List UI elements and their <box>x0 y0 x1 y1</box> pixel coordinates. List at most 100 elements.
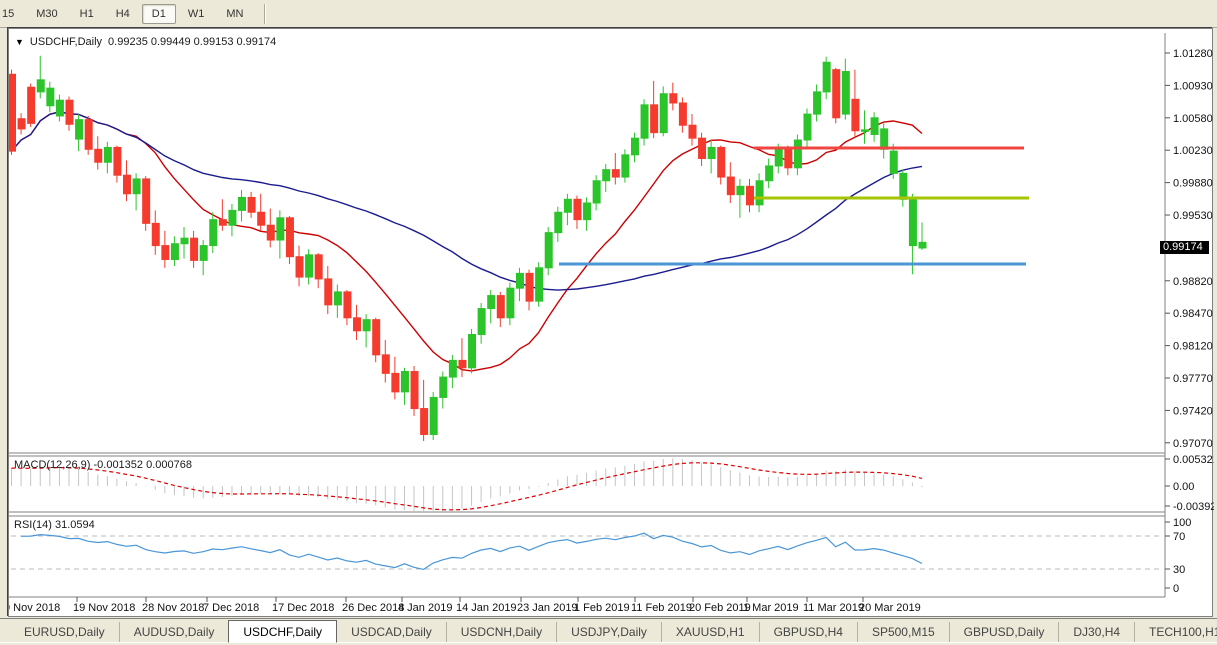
candle-body <box>324 278 333 306</box>
date-tick-label: 20 Mar 2019 <box>859 602 921 614</box>
candle-body <box>468 333 477 369</box>
candle-body <box>180 237 189 245</box>
candle-body <box>841 71 850 115</box>
candle-body <box>745 185 754 206</box>
candle-body <box>209 219 218 247</box>
current-price-tag: 0.99174 <box>1160 241 1209 255</box>
price-tick-label: 1.00930 <box>1173 80 1213 92</box>
chart-tab-tech100[interactable]: TECH100,H1 <box>1134 622 1217 642</box>
candle-body <box>736 185 745 196</box>
date-tick-label: 9 Nov 2018 <box>9 602 60 614</box>
price-tick-label: 1.01280 <box>1173 48 1213 60</box>
candle-body <box>717 146 726 178</box>
timeframe-toolbar: 15 M30 H1 H4 D1 W1 MN <box>0 0 1217 28</box>
date-tick-label: 7 Dec 2018 <box>203 602 259 614</box>
candle-body <box>285 217 294 258</box>
candle-body <box>832 69 841 119</box>
candle-body <box>918 241 927 249</box>
chart-canvas[interactable]: 1.01280 1.00930 1.00580 1.00230 0.99880 0.995… <box>9 29 1214 618</box>
price-tick-label: 0.97070 <box>1173 438 1213 450</box>
candle-body <box>880 128 889 150</box>
rsi-tick-label: 30 <box>1173 564 1185 576</box>
timeframe-button-d1[interactable]: D1 <box>141 3 176 24</box>
date-tick-label: 17 Dec 2018 <box>272 602 334 614</box>
chart-tab-usdcad[interactable]: USDCAD,Daily <box>351 625 432 639</box>
timeframe-button-h1[interactable]: H1 <box>79 7 94 20</box>
candle-body <box>851 98 860 132</box>
date-tick-label: 23 Jan 2019 <box>517 602 578 614</box>
candle-body <box>266 224 275 241</box>
candle-body <box>659 93 668 134</box>
timeframe-button-15[interactable]: 15 <box>2 7 15 20</box>
candle-body <box>621 154 630 178</box>
chart-tab-bar: EURUSD,Daily AUDUSD,Daily USDCHF,Daily USDC… <box>0 618 1217 643</box>
candle-body <box>75 119 84 140</box>
candle-body <box>487 295 496 310</box>
timeframe-button-w1[interactable]: W1 <box>187 7 205 20</box>
candle-body <box>400 371 409 393</box>
candle-body <box>190 237 199 261</box>
candle-body <box>27 86 36 124</box>
macd-tick-label: -0.003922 <box>1173 501 1214 513</box>
candle-body <box>650 104 659 134</box>
chart-tab-sp500[interactable]: SP500,M15 <box>856 622 949 642</box>
candle-body <box>420 408 429 435</box>
candle-body <box>755 180 764 206</box>
chart-tab-usdjpy[interactable]: USDJPY,Daily <box>556 622 661 642</box>
candle-body <box>506 287 515 319</box>
candle-body <box>257 211 266 226</box>
candle-body <box>525 272 534 302</box>
candle-body <box>813 91 822 115</box>
candle-body <box>410 371 419 410</box>
price-tick-label: 0.97420 <box>1173 405 1213 417</box>
price-tick-label: 1.00580 <box>1173 113 1213 125</box>
candle-body <box>9 73 16 152</box>
price-axis: 1.01280 1.00930 1.00580 1.00230 0.99880 0.995… <box>1165 48 1213 450</box>
candle-body <box>218 219 227 226</box>
candle-body <box>276 217 285 241</box>
timeframe-button-h4[interactable]: H4 <box>115 7 130 20</box>
chart-tab-gbpusd[interactable]: GBPUSD,Daily <box>948 622 1059 642</box>
chart-tab-gbpusd[interactable]: GBPUSD,H4 <box>758 622 857 642</box>
candle-body <box>333 291 342 306</box>
candle-body <box>630 137 639 156</box>
candle-body <box>151 222 160 247</box>
timeframe-button-m30[interactable]: M30 <box>36 7 58 20</box>
candle-body <box>65 99 74 125</box>
chart-symbol-label: USDCHF,Daily <box>29 36 103 48</box>
chart-tab-audusd[interactable]: AUDUSD,Daily <box>118 622 229 642</box>
candle-body <box>765 165 774 182</box>
timeframe-button-mn[interactable]: MN <box>226 7 244 20</box>
candle-body <box>305 254 314 278</box>
chart-tab-usdchf[interactable]: USDCHF,Daily <box>228 620 338 643</box>
candle-body <box>372 319 381 356</box>
candle-body <box>774 148 783 167</box>
rsi-pane <box>11 532 1163 571</box>
candle-body <box>889 150 898 174</box>
chart-tab-xauusd[interactable]: XAUUSD,H1 <box>660 622 759 642</box>
date-tick-label: 14 Jan 2019 <box>456 602 517 614</box>
date-tick-label: 11 Mar 2019 <box>803 602 864 614</box>
rsi-tick-label: 100 <box>1173 517 1191 529</box>
price-tick-label: 1.00230 <box>1173 145 1213 157</box>
candle-body <box>94 148 103 163</box>
date-tick-label: 19 Nov 2018 <box>73 602 135 614</box>
candle-body <box>707 146 716 160</box>
rsi-line <box>21 532 923 571</box>
chart-tab-usdcnh[interactable]: USDCNH,Daily <box>445 622 556 642</box>
candle-body <box>429 396 438 435</box>
candle-body <box>698 137 707 160</box>
chart-tab-dj30[interactable]: DJ30,H4 <box>1058 622 1134 642</box>
candle-body <box>678 102 687 126</box>
candle-body <box>103 146 112 163</box>
candle-body <box>554 211 563 234</box>
slow-ma-line <box>10 111 923 291</box>
candle-body <box>688 124 697 139</box>
chart-tab-eurusd[interactable]: EURUSD,Daily <box>24 625 105 639</box>
candle-body <box>793 139 802 169</box>
symbol-dropdown-icon[interactable]: ▼ <box>15 37 24 47</box>
chart-window[interactable]: 1.01280 1.00930 1.00580 1.00230 0.99880 0.995… <box>8 28 1214 618</box>
candle-body <box>592 180 601 204</box>
